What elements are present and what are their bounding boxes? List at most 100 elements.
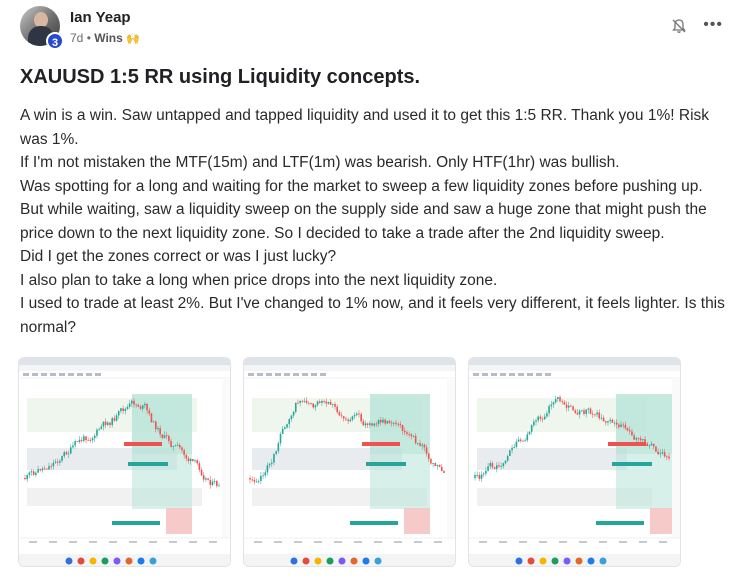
candle-body [504,460,507,464]
candle-body [635,438,638,440]
candle-body [430,458,432,464]
candle-body [279,433,282,444]
candle-body [644,439,646,444]
liquidity-zone [477,488,652,506]
candle-body [113,418,116,421]
stop-zone [166,508,192,534]
chart-screenshot-2[interactable] [243,357,456,567]
time-tick [294,541,302,543]
candle-body [85,436,87,441]
candle-body [661,452,664,454]
candle-body [273,453,275,463]
candle-body [358,413,360,415]
time-tick [274,541,282,543]
candle-body [329,401,332,405]
more-options-icon[interactable]: ••• [703,16,723,33]
taskbar-app-icon [599,557,607,565]
candle-body [517,439,520,442]
candle-body [626,428,629,431]
candle-body [356,413,358,415]
toolbar-button [311,373,317,376]
candle-body [28,472,31,476]
candle-body [292,411,295,416]
candle-body [419,443,421,446]
candle-body [393,422,395,424]
bell-off-icon[interactable] [671,18,687,34]
candle-body [600,417,603,419]
candle-body [425,447,428,454]
candle-body [552,402,555,405]
time-tick [29,541,37,543]
candle-body [176,444,179,446]
candle-body [24,478,26,480]
candle-body [338,412,341,416]
taskbar [469,554,680,566]
candle-body [59,460,61,463]
post-category[interactable]: Wins [94,31,123,45]
taskbar-app-icon [89,557,97,565]
candle-body [98,428,100,430]
candle-body [30,471,33,473]
candle-body [347,419,349,422]
candle-body [395,422,397,424]
candle-body [168,435,170,442]
candle-body [371,423,373,426]
post-paragraph: If I'm not mistaken the MTF(15m) and LTF… [20,154,620,171]
time-tick [499,541,507,543]
candle-body [54,461,57,463]
candle-body [652,443,655,447]
candle-body [388,420,391,423]
post-paragraph: Was spotting for a long and waiting for … [20,177,703,195]
candle-body [133,400,135,405]
chart-screenshot-1[interactable] [18,357,231,567]
taskbar-app-icon [77,557,85,565]
taskbar-app-icon [350,557,358,565]
candle-body [126,406,129,409]
candle-body [576,412,579,415]
post-age: 7d [70,31,84,45]
candle-body [519,439,522,441]
toolbar-button [248,373,254,376]
candle-body [403,431,406,433]
candle-body [332,404,334,405]
candle-body [163,435,166,438]
taskbar-app-icon [539,557,547,565]
address-bar [244,365,455,371]
candle-body [146,403,148,411]
candle-body [141,405,144,409]
candle-body [620,424,622,428]
candle-body [633,435,635,440]
candle-body [321,400,323,403]
author-name[interactable]: Ian Yeap [70,9,131,26]
entry-label [128,462,168,466]
toolbar-button [491,373,497,376]
candle-body [559,397,561,402]
candle-body [598,412,601,419]
candle-body [288,419,291,425]
candle-body [480,474,483,479]
candle-body [495,465,498,469]
time-tick [579,541,587,543]
time-tick [639,541,647,543]
candle-body [657,451,659,455]
candle-body [107,422,109,425]
candle-body [587,408,590,410]
chart-screenshot-3[interactable] [468,357,681,567]
candle-body [528,431,531,435]
candle-body [554,399,557,403]
candle-body [297,402,299,404]
candle-body [502,463,505,467]
candle-body [102,421,105,427]
candle-body [187,458,190,461]
level-badge: 3 [46,32,64,50]
toolbar-button [68,373,74,376]
candle-body [561,401,563,403]
candle-body [631,431,633,436]
candle-body [109,422,111,425]
candle-body [67,453,70,455]
taskbar-app-icon [125,557,133,565]
attachment-gallery [18,357,698,569]
price-axis [672,378,680,538]
candle-body [76,441,79,442]
stop-zone [650,508,676,534]
